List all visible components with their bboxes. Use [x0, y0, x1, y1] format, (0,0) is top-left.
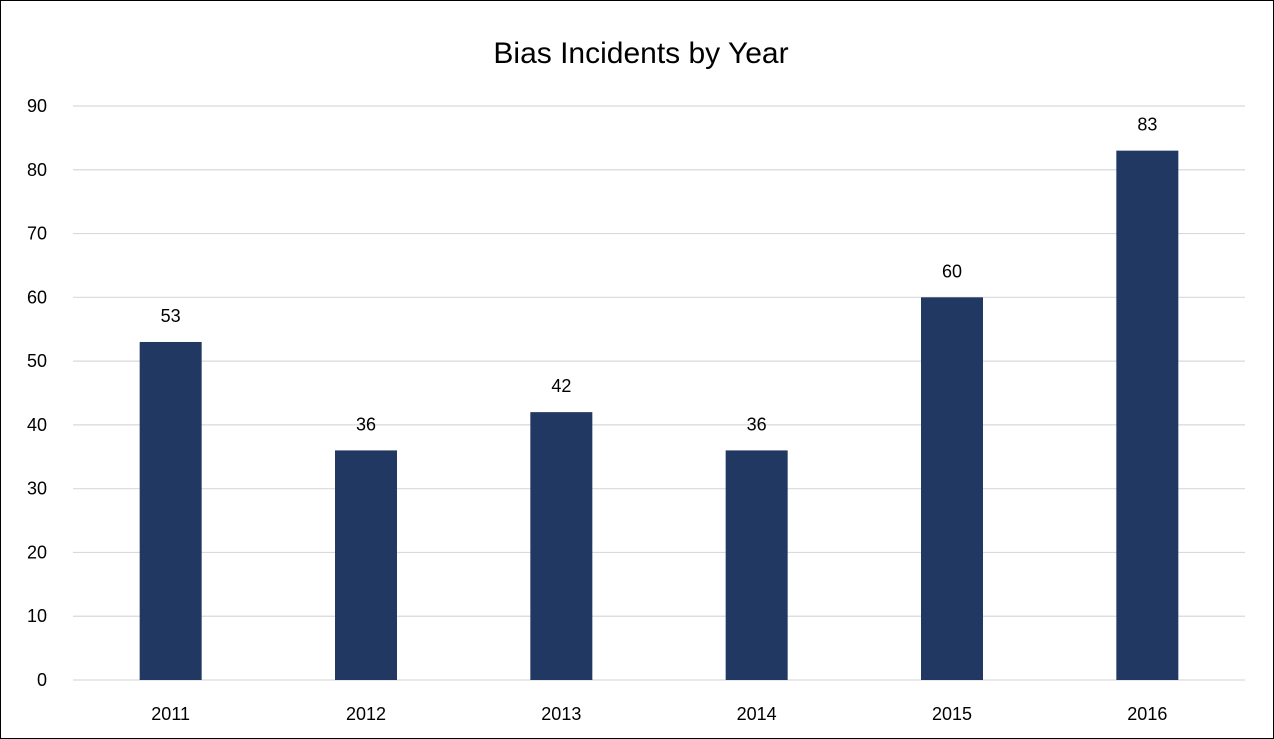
data-label-2011: 53: [161, 306, 181, 326]
grid-lines: [73, 105, 1245, 681]
data-label-2015: 60: [942, 261, 962, 281]
y-tick-label: 10: [27, 606, 47, 626]
y-tick-label: 30: [27, 479, 47, 499]
y-tick-label: 40: [27, 415, 47, 435]
x-tick-label: 2015: [932, 704, 972, 724]
data-labels: 53 36 42 36 60 83: [161, 115, 1158, 435]
x-tick-label: 2014: [737, 704, 777, 724]
data-label-2012: 36: [356, 414, 376, 434]
y-tick-label: 60: [27, 287, 47, 307]
chart-title: Bias Incidents by Year: [493, 37, 788, 70]
y-axis-ticks: 0 10 20 30 40 50 60 70 80 90: [27, 96, 47, 690]
y-tick-label: 20: [27, 542, 47, 562]
bar-2014: [725, 450, 788, 680]
bar-2015: [921, 297, 983, 680]
bar-2016: [1116, 150, 1179, 681]
bars: [139, 150, 1179, 681]
y-tick-label: 0: [37, 670, 47, 690]
x-tick-label: 2016: [1127, 704, 1167, 724]
data-label-2016: 83: [1137, 115, 1157, 135]
data-label-2014: 36: [747, 414, 767, 434]
data-label-2013: 42: [551, 376, 571, 396]
bar-2012: [335, 450, 397, 680]
x-tick-label: 2013: [541, 704, 581, 724]
x-axis-ticks: 2011 2012 2013 2014 2015 2016: [151, 704, 1167, 724]
bar-2011: [139, 341, 202, 680]
y-tick-label: 90: [27, 96, 47, 116]
y-tick-label: 50: [27, 351, 47, 371]
x-tick-label: 2011: [151, 704, 190, 724]
y-tick-label: 70: [27, 224, 47, 244]
bar-2013: [530, 412, 593, 680]
x-tick-label: 2012: [346, 704, 386, 724]
y-tick-label: 80: [27, 160, 47, 180]
